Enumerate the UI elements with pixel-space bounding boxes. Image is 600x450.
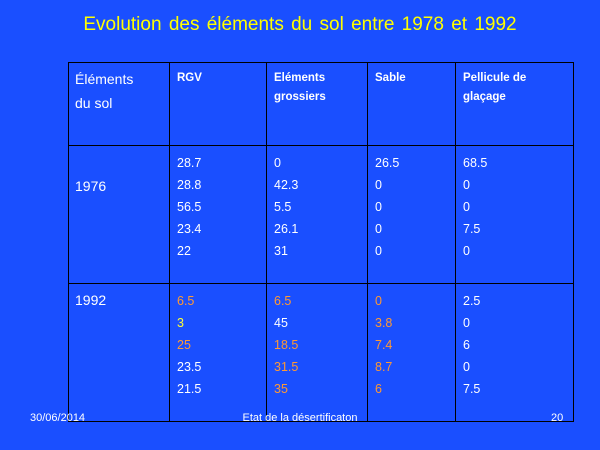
cell-value: 0 [274, 156, 281, 170]
cell-value: 0 [375, 222, 382, 236]
table-header-row: Éléments du sol RGV Eléments grossiers S… [68, 62, 574, 146]
cell-value: 31.5 [274, 360, 299, 374]
corner-label-line: Éléments [75, 71, 134, 87]
column-header-line: RGV [177, 72, 202, 84]
cell-value: 7.5 [463, 222, 481, 236]
cell-value: 28.7 [177, 156, 202, 170]
page-number: 20 [551, 412, 564, 424]
column-header-line: Sable [375, 72, 406, 84]
cell-value: 31 [274, 244, 288, 258]
cell-value: 0 [375, 200, 382, 214]
cell-value: 6.5 [274, 294, 292, 308]
cell-value: 0 [375, 294, 382, 308]
corner-label-line: du sol [75, 95, 113, 111]
row-label-cell: 1992 [68, 283, 170, 422]
cell-value: 23.4 [177, 222, 202, 236]
cell-value: 3 [177, 316, 184, 330]
footer-date: 30/06/2014 [30, 412, 86, 424]
cell-value: 3.8 [375, 316, 393, 330]
cell-value: 28.8 [177, 178, 202, 192]
value-cell: 2.5 0 6 0 7.5 [455, 283, 574, 422]
cell-value: 0 [463, 200, 470, 214]
cell-value: 23.5 [177, 360, 202, 374]
value-cell: 0 3.8 7.4 8.7 6 [367, 283, 456, 422]
cell-value: 8.7 [375, 360, 393, 374]
column-header-line: grossiers [274, 91, 326, 103]
footer-title: Etat de la désertificaton [242, 412, 358, 424]
cell-value: 0 [375, 178, 382, 192]
cell-value: 0 [463, 316, 470, 330]
column-header-line: Pellicule de [463, 72, 527, 84]
cell-value: 7.5 [463, 382, 481, 396]
cell-value: 21.5 [177, 382, 202, 396]
column-header-pellicule: Pellicule de glaçage [455, 62, 574, 146]
cell-value: 0 [463, 244, 470, 258]
corner-header-cell: Éléments du sol [68, 62, 170, 146]
value-cell: 6.5 45 18.5 31.5 35 [266, 283, 368, 422]
cell-value: 22 [177, 244, 191, 258]
table-row-1976: 1976 28.7 28.8 56.5 23.4 22 0 42.3 5.5 26.1 31 2… [68, 145, 574, 284]
column-header-line: Eléments [274, 72, 326, 84]
cell-value: 26.5 [375, 156, 400, 170]
column-header-line: glaçage [463, 91, 506, 103]
column-header-rgv: RGV [169, 62, 267, 146]
value-cell: 0 42.3 5.5 26.1 31 [266, 145, 368, 284]
cell-value: 0 [463, 360, 470, 374]
cell-value: 68.5 [463, 156, 488, 170]
cell-value: 6 [463, 338, 470, 352]
row-label: 1976 [75, 178, 107, 194]
slide-title: Evolution des éléments du sol entre 1978… [83, 14, 517, 35]
cell-value: 5.5 [274, 200, 292, 214]
soil-elements-table: Éléments du sol RGV Eléments grossiers S… [68, 62, 574, 422]
cell-value: 56.5 [177, 200, 202, 214]
cell-value: 42.3 [274, 178, 299, 192]
cell-value: 0 [463, 178, 470, 192]
row-label-cell: 1976 [68, 145, 170, 284]
cell-value: 2.5 [463, 294, 481, 308]
cell-value: 26.1 [274, 222, 299, 236]
cell-value: 35 [274, 382, 288, 396]
value-cell: 28.7 28.8 56.5 23.4 22 [169, 145, 267, 284]
value-cell: 6.5 3 25 23.5 21.5 [169, 283, 267, 422]
cell-value: 45 [274, 316, 288, 330]
column-header-elements-grossiers: Eléments grossiers [266, 62, 368, 146]
cell-value: 7.4 [375, 338, 393, 352]
column-header-sable: Sable [367, 62, 456, 146]
cell-value: 25 [177, 338, 191, 352]
table-row-1992: 1992 6.5 3 25 23.5 21.5 6.5 45 18.5 31.5 35 0 3.8… [68, 283, 574, 422]
value-cell: 26.5 0 0 0 0 [367, 145, 456, 284]
row-label: 1992 [75, 292, 107, 308]
cell-value: 18.5 [274, 338, 299, 352]
value-cell: 68.5 0 0 7.5 0 [455, 145, 574, 284]
cell-value: 0 [375, 244, 382, 258]
cell-value: 6 [375, 382, 382, 396]
cell-value: 6.5 [177, 294, 195, 308]
